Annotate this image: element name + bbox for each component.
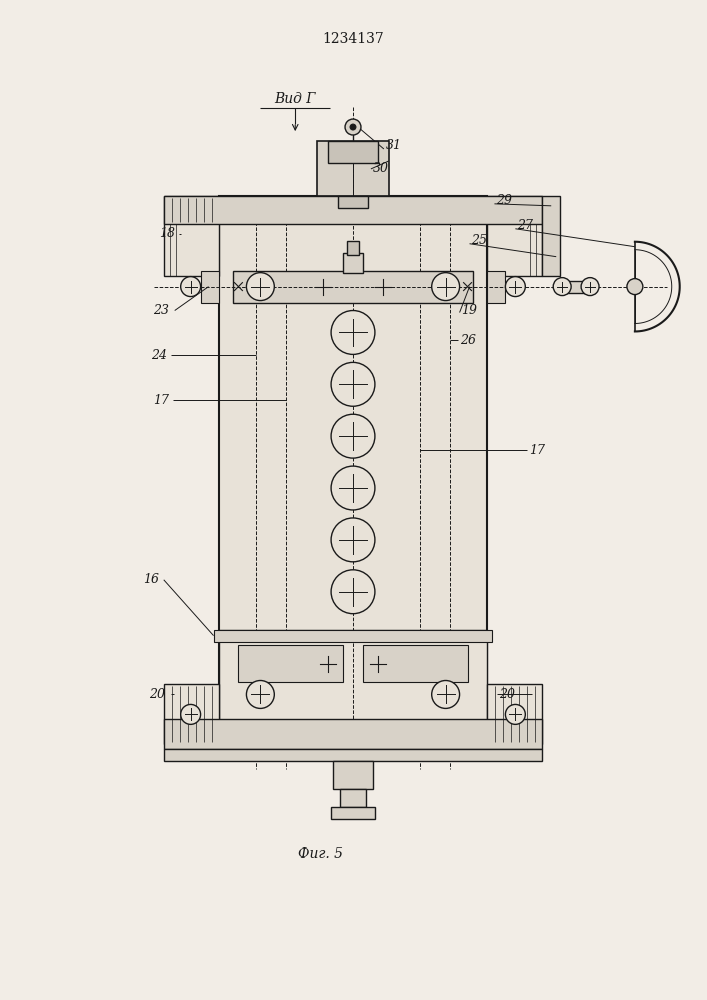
Text: 1234137: 1234137 bbox=[322, 32, 384, 46]
Bar bbox=[164, 196, 218, 276]
Bar bbox=[164, 719, 542, 749]
Bar bbox=[363, 645, 467, 682]
Circle shape bbox=[506, 704, 525, 724]
Circle shape bbox=[181, 704, 201, 724]
Bar bbox=[333, 761, 373, 789]
Bar bbox=[164, 684, 218, 744]
Circle shape bbox=[331, 362, 375, 406]
Bar bbox=[560, 281, 590, 293]
Circle shape bbox=[247, 273, 274, 301]
Text: 25: 25 bbox=[472, 234, 488, 247]
Bar bbox=[317, 141, 389, 196]
Text: 20: 20 bbox=[148, 688, 165, 701]
Bar bbox=[340, 789, 366, 807]
Bar bbox=[343, 253, 363, 273]
Text: 16: 16 bbox=[143, 573, 159, 586]
Circle shape bbox=[331, 570, 375, 614]
Circle shape bbox=[331, 311, 375, 354]
Circle shape bbox=[345, 119, 361, 135]
Circle shape bbox=[247, 680, 274, 708]
Text: 17: 17 bbox=[153, 394, 169, 407]
Text: 19: 19 bbox=[462, 304, 477, 317]
Circle shape bbox=[331, 518, 375, 562]
Bar bbox=[487, 196, 542, 276]
Circle shape bbox=[506, 277, 525, 297]
Bar bbox=[201, 271, 218, 303]
Bar bbox=[218, 630, 487, 739]
Circle shape bbox=[331, 466, 375, 510]
Circle shape bbox=[627, 279, 643, 295]
Circle shape bbox=[432, 273, 460, 301]
Circle shape bbox=[331, 414, 375, 458]
Text: 26: 26 bbox=[460, 334, 476, 347]
Bar bbox=[347, 241, 359, 255]
Bar bbox=[214, 630, 493, 642]
Bar bbox=[331, 807, 375, 819]
Text: 23: 23 bbox=[153, 304, 169, 317]
Circle shape bbox=[350, 124, 356, 130]
Text: 31: 31 bbox=[386, 139, 402, 152]
Text: Фиг. 5: Фиг. 5 bbox=[298, 847, 343, 861]
Circle shape bbox=[432, 680, 460, 708]
Circle shape bbox=[581, 278, 599, 296]
Bar bbox=[487, 271, 506, 303]
Text: 20: 20 bbox=[499, 688, 515, 701]
Text: 24: 24 bbox=[151, 349, 167, 362]
Bar bbox=[487, 684, 542, 744]
Bar bbox=[233, 271, 472, 303]
Bar bbox=[328, 141, 378, 163]
Text: Вид Г: Вид Г bbox=[274, 92, 316, 106]
Text: 30: 30 bbox=[373, 162, 389, 175]
Text: 29: 29 bbox=[496, 194, 513, 207]
Bar bbox=[542, 196, 560, 276]
Text: 18: 18 bbox=[159, 227, 175, 240]
Bar bbox=[164, 196, 542, 224]
Circle shape bbox=[181, 277, 201, 297]
Bar bbox=[218, 196, 487, 749]
Bar bbox=[238, 645, 343, 682]
Text: 17: 17 bbox=[530, 444, 545, 457]
Bar bbox=[338, 196, 368, 208]
Bar bbox=[164, 749, 542, 761]
Circle shape bbox=[553, 278, 571, 296]
Text: 27: 27 bbox=[518, 219, 533, 232]
